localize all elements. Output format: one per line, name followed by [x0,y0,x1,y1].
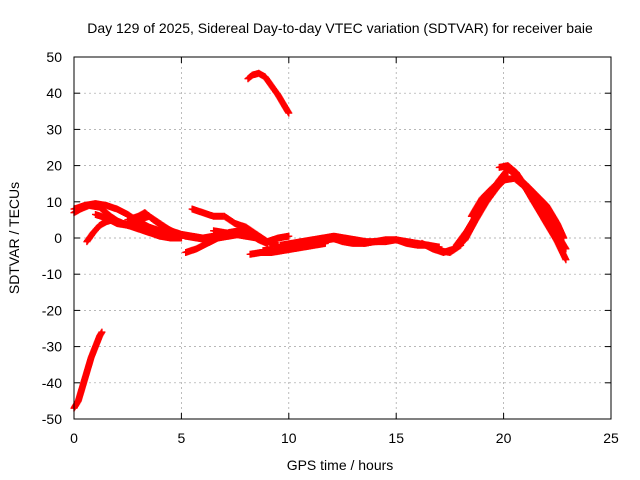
x-tick-label: 15 [388,430,404,446]
data-point [102,201,120,213]
x-tick-label: 10 [281,430,297,446]
data-point [562,256,570,264]
data-point [521,180,539,198]
x-axis-title: GPS time / hours [287,457,394,473]
series-arc-c [83,216,185,246]
data-point [418,239,436,252]
data-point [203,234,221,247]
data-point [560,234,568,242]
data-point [510,172,528,187]
data-point [89,222,103,237]
data-point [244,72,255,83]
y-tick-label: 30 [46,121,62,137]
data-point [102,214,120,227]
data-point [83,229,97,246]
y-tick-label: -10 [42,266,62,282]
chart-title: Day 129 of 2025, Sidereal Day-to-day VTE… [87,20,593,36]
x-tick-label: 20 [496,430,512,446]
y-tick-label: 50 [46,49,62,65]
data-point [87,344,99,361]
y-axis-title: SDTVAR / TECUs [6,182,22,294]
data-point [192,240,210,253]
data-point [91,333,103,351]
data-point [553,220,567,241]
series-arc-low-early [70,328,106,412]
axis-ticks: 0 5 10 15 20 25 -50 -40 -30 -20 -10 0 10 20 30 40 50 [42,49,619,446]
data-point [268,82,281,98]
data-point [532,201,550,227]
y-tick-label: 0 [54,230,62,246]
data-point [242,223,260,238]
data-point [231,220,249,231]
y-tick-label: 20 [46,158,62,174]
data-point [463,210,481,235]
data-point [91,210,109,222]
y-tick-label: -20 [42,302,62,318]
data-point [555,234,569,252]
data-point [263,238,281,249]
series-arc-r [510,172,568,242]
data-point [562,245,570,253]
data-point [478,184,496,202]
data-point [543,201,561,227]
x-tick-label: 25 [603,430,619,446]
data-point [96,203,114,220]
data-point [538,205,554,227]
data-point [543,220,561,245]
data-point [553,238,569,263]
data-point [285,109,293,117]
data-point [530,194,546,212]
data-point [113,205,131,218]
data-series [70,69,570,412]
data-point [124,213,141,224]
data-point [452,228,470,249]
data-point [188,205,206,216]
y-tick-label: 40 [46,85,62,101]
y-tick-label: 10 [46,194,62,210]
series-arc-high [244,69,293,117]
y-tick-label: -50 [42,411,62,427]
y-tick-label: -40 [42,375,62,391]
data-point [199,209,217,220]
y-tick-label: -30 [42,339,62,355]
data-point [134,225,152,236]
data-point [467,195,486,220]
data-point [160,223,178,236]
data-point [253,234,270,245]
data-point [261,73,275,89]
x-tick-label: 0 [70,430,78,446]
data-point [171,229,189,240]
data-point [98,328,106,336]
data-point [145,229,163,240]
data-point [328,234,345,245]
data-point [439,245,457,256]
data-point [220,212,238,227]
data-point [489,177,507,191]
data-point [547,220,563,241]
data-point [285,232,293,240]
data-point [532,191,550,209]
data-point [274,91,288,109]
x-tick-label: 5 [178,430,186,446]
data-point [182,245,199,256]
data-point [124,216,141,229]
data-point [149,216,167,230]
data-point [504,162,520,176]
data-point [141,209,157,223]
